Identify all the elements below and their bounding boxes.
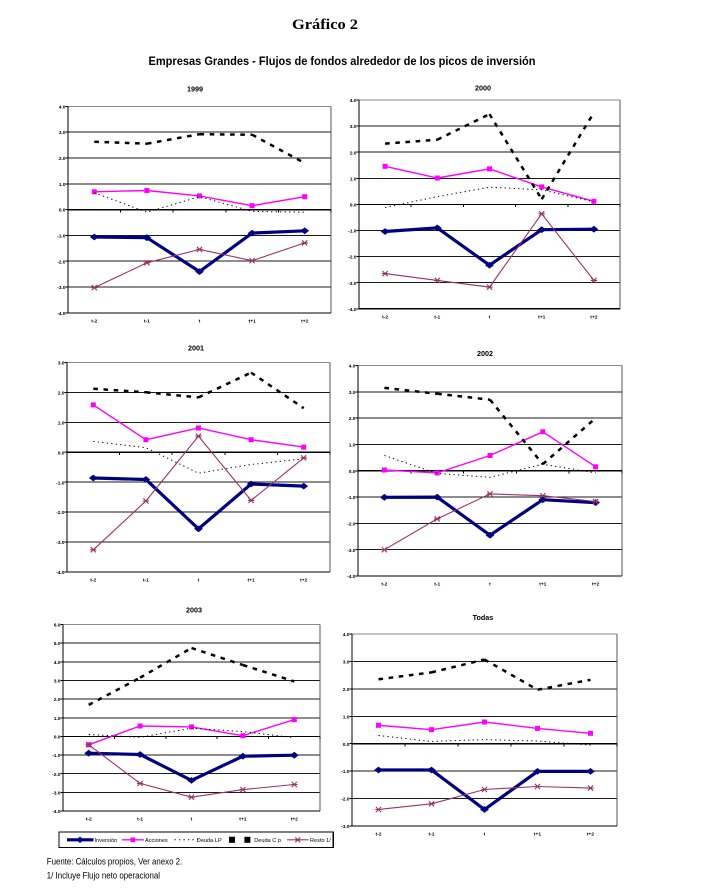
svg-text:3.0: 3.0 xyxy=(54,679,61,685)
svg-text:t: t xyxy=(489,582,491,588)
svg-text:-2.0: -2.0 xyxy=(52,772,61,778)
svg-text:1/ Incluye Flujo neto operacio: 1/ Incluye Flujo neto operacional xyxy=(47,871,160,881)
svg-text:t-2: t-2 xyxy=(86,817,92,823)
svg-text:Resto 1/: Resto 1/ xyxy=(310,838,331,844)
svg-text:4.0: 4.0 xyxy=(343,632,350,638)
svg-text:t+1: t+1 xyxy=(248,318,255,324)
svg-text:3.0: 3.0 xyxy=(349,390,356,396)
svg-text:t+1: t+1 xyxy=(239,817,246,823)
svg-text:t: t xyxy=(484,832,486,838)
svg-text:-3.0: -3.0 xyxy=(348,281,357,287)
svg-text:1.0: 1.0 xyxy=(59,182,66,188)
svg-text:2.0: 2.0 xyxy=(54,697,61,703)
svg-text:1.0: 1.0 xyxy=(343,714,350,720)
svg-text:4.0: 4.0 xyxy=(54,660,61,666)
svg-text:-4.0: -4.0 xyxy=(347,574,356,580)
svg-text:0.0: 0.0 xyxy=(349,469,356,475)
svg-text:-3.0: -3.0 xyxy=(347,548,356,554)
svg-text:2003: 2003 xyxy=(186,606,202,615)
svg-text:t+2: t+2 xyxy=(291,817,298,823)
svg-text:t+2: t+2 xyxy=(587,832,594,838)
svg-text:-3.0: -3.0 xyxy=(57,285,66,291)
svg-text:Deuda C p: Deuda C p xyxy=(254,838,281,844)
svg-text:2.0: 2.0 xyxy=(343,687,350,693)
svg-text:t: t xyxy=(489,314,491,320)
svg-text:t: t xyxy=(191,817,193,823)
svg-text:-2.0: -2.0 xyxy=(57,259,66,265)
svg-text:t+2: t+2 xyxy=(301,318,308,324)
svg-text:t+1: t+1 xyxy=(534,832,541,838)
svg-text:t-1: t-1 xyxy=(429,832,435,838)
svg-text:0.0: 0.0 xyxy=(343,742,350,748)
svg-text:t+1: t+1 xyxy=(538,314,545,320)
svg-text:t-1: t-1 xyxy=(144,318,150,324)
svg-text:4.0: 4.0 xyxy=(349,364,356,370)
svg-text:t-2: t-2 xyxy=(376,832,382,838)
svg-text:0.0: 0.0 xyxy=(59,208,66,214)
svg-text:-3.0: -3.0 xyxy=(52,791,61,797)
svg-text:-1.0: -1.0 xyxy=(348,229,357,235)
svg-text:-1.0: -1.0 xyxy=(341,769,350,775)
svg-text:t-1: t-1 xyxy=(434,582,440,588)
svg-text:t+1: t+1 xyxy=(247,578,254,584)
svg-text:3.0: 3.0 xyxy=(58,361,65,367)
svg-text:1.0: 1.0 xyxy=(350,176,357,182)
svg-text:t: t xyxy=(198,578,200,584)
svg-text:5.0: 5.0 xyxy=(54,641,61,647)
svg-text:t-2: t-2 xyxy=(382,314,388,320)
svg-text:-4.0: -4.0 xyxy=(348,307,357,313)
svg-text:-1.0: -1.0 xyxy=(347,495,356,501)
svg-text:2001: 2001 xyxy=(188,344,204,353)
svg-text:0.0: 0.0 xyxy=(58,450,65,456)
svg-text:0.0: 0.0 xyxy=(54,735,61,741)
svg-text:t+2: t+2 xyxy=(300,578,307,584)
svg-text:3.0: 3.0 xyxy=(350,124,357,130)
svg-text:Deuda LP: Deuda LP xyxy=(197,838,222,844)
svg-text:1.0: 1.0 xyxy=(54,716,61,722)
svg-text:1.0: 1.0 xyxy=(58,420,65,426)
svg-text:2.0: 2.0 xyxy=(59,156,66,162)
svg-text:t-1: t-1 xyxy=(143,578,149,584)
svg-text:2.0: 2.0 xyxy=(58,390,65,396)
svg-text:Inversión: Inversión xyxy=(95,838,118,844)
svg-text:6.0: 6.0 xyxy=(54,623,61,629)
svg-text:Acciones: Acciones xyxy=(145,838,168,844)
svg-text:2000: 2000 xyxy=(475,84,491,93)
svg-text:t+1: t+1 xyxy=(539,582,546,588)
svg-text:t: t xyxy=(199,318,201,324)
svg-text:t-2: t-2 xyxy=(381,582,387,588)
svg-text:-4.0: -4.0 xyxy=(52,809,61,815)
svg-text:t-1: t-1 xyxy=(434,314,440,320)
svg-text:t-1: t-1 xyxy=(137,817,143,823)
svg-text:-1.0: -1.0 xyxy=(56,480,65,486)
svg-text:-3.0: -3.0 xyxy=(341,824,350,830)
svg-text:-2.0: -2.0 xyxy=(341,797,350,803)
svg-text:4.0: 4.0 xyxy=(59,104,66,110)
svg-text:-3.0: -3.0 xyxy=(56,540,65,546)
svg-text:2002: 2002 xyxy=(477,349,493,358)
svg-text:1.0: 1.0 xyxy=(349,443,356,449)
svg-text:Gráfico 2: Gráfico 2 xyxy=(292,17,358,33)
svg-text:0.0: 0.0 xyxy=(350,203,357,209)
svg-text:2.0: 2.0 xyxy=(350,150,357,156)
svg-text:Empresas Grandes - Flujos de f: Empresas Grandes - Flujos de fondos alre… xyxy=(149,54,536,68)
svg-text:4.0: 4.0 xyxy=(350,98,357,104)
svg-text:3.0: 3.0 xyxy=(343,660,350,666)
svg-text:t+2: t+2 xyxy=(590,314,597,320)
svg-text:-2.0: -2.0 xyxy=(56,510,65,516)
svg-text:-4.0: -4.0 xyxy=(56,570,65,576)
svg-text:3.0: 3.0 xyxy=(59,130,66,136)
svg-text:-2.0: -2.0 xyxy=(348,255,357,261)
svg-text:Todas: Todas xyxy=(473,613,494,622)
svg-text:t-2: t-2 xyxy=(90,578,96,584)
svg-text:-4.0: -4.0 xyxy=(57,311,66,317)
svg-text:Fuente: Cálculos propios, Ver: Fuente: Cálculos propios, Ver anexo 2. xyxy=(47,857,182,867)
svg-text:t+2: t+2 xyxy=(592,582,599,588)
svg-text:1999: 1999 xyxy=(187,85,203,94)
svg-text:-2.0: -2.0 xyxy=(347,522,356,528)
svg-text:t-2: t-2 xyxy=(91,318,97,324)
svg-text:2.0: 2.0 xyxy=(349,416,356,422)
svg-text:-1.0: -1.0 xyxy=(52,753,61,759)
svg-text:-1.0: -1.0 xyxy=(57,234,66,240)
